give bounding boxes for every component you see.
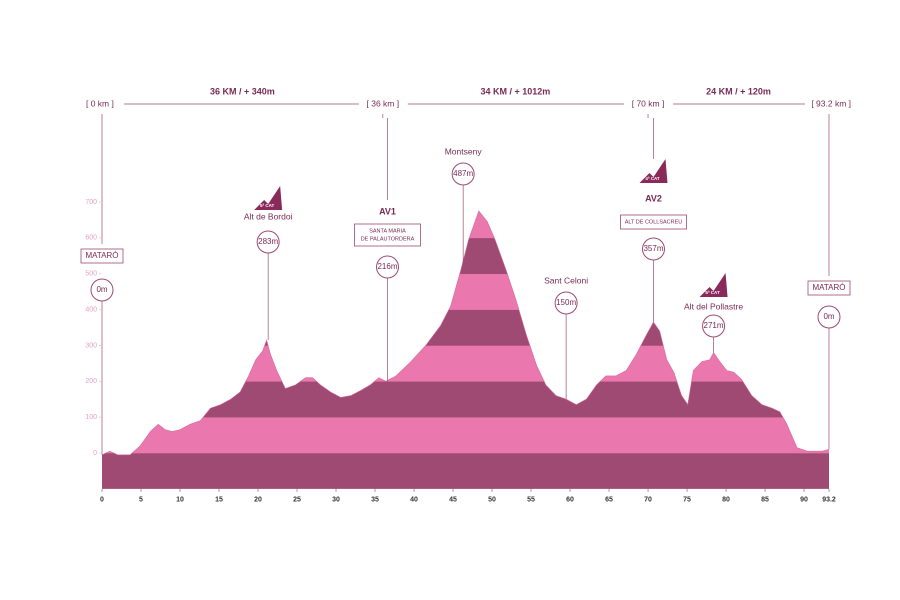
x-tick-label: 60 [566, 497, 574, 504]
elevation-circle [256, 230, 280, 254]
y-tick-label: 100 [85, 414, 97, 421]
x-tick-label: 85 [761, 497, 769, 504]
elevation-circle [641, 237, 665, 261]
category-icon [254, 186, 283, 210]
poi-name: Alt del Pollastre [684, 301, 743, 311]
category-label: 5ª CAT [260, 203, 275, 208]
poi-box-text: ALT DE COLLSACREU [625, 219, 683, 225]
poi-box-text: SANTA MARIA [369, 228, 406, 234]
poi-box [80, 248, 124, 264]
poi-box-text: MATARÓ [812, 283, 845, 292]
x-tick-label: 50 [488, 497, 496, 504]
poi-name: Alt de Bordoi [244, 211, 293, 221]
elevation-circle [90, 278, 114, 302]
km-marker-label: [ 36 km ] [367, 98, 400, 108]
x-tick-label: 30 [332, 497, 340, 504]
x-tick-label: 93.2 [822, 497, 836, 504]
poi-box-text: MATARÓ [85, 251, 118, 260]
x-tick-label: 35 [371, 497, 379, 504]
poi-box-text: DE PALAUTORDERA [361, 236, 415, 242]
poi-box [354, 223, 421, 247]
y-tick-label: 200 [85, 378, 97, 385]
x-tick-label: 10 [176, 497, 184, 504]
x-tick-label: 25 [293, 497, 301, 504]
elevation-band [102, 417, 829, 454]
bands [102, 211, 829, 489]
x-tick-label: 5 [139, 497, 143, 504]
x-tick-label: 80 [722, 497, 730, 504]
y-tick-label: 500 [85, 271, 97, 278]
elevation-band [102, 453, 829, 489]
category-icon [639, 159, 668, 183]
x-tick-label: 45 [449, 497, 457, 504]
elevation-label: 487m [453, 169, 473, 178]
elevation-label: 150m [556, 298, 576, 307]
x-tick-label: 75 [683, 497, 691, 504]
y-tick-label: 600 [85, 235, 97, 242]
elevation-label: 0m [96, 285, 107, 294]
poi-name: Montseny [445, 146, 483, 156]
x-tick-label: 70 [644, 497, 652, 504]
elevation-band [102, 211, 829, 239]
x-tick-label: 55 [527, 497, 535, 504]
elevation-circle [451, 162, 475, 186]
y-tick-label: 700 [85, 199, 97, 206]
poi-name: Sant Celoni [544, 275, 588, 285]
x-tick-label: 15 [215, 497, 223, 504]
x-tick-label: 0 [100, 497, 104, 504]
elevation-circle [375, 255, 399, 279]
poi-box [807, 280, 851, 296]
x-tick-label: 40 [410, 497, 418, 504]
y-tick-label: 300 [85, 342, 97, 349]
elevation-circle [702, 314, 726, 338]
stage-label: 34 KM / + 1012m [481, 86, 551, 96]
y-tick-label: 0 [93, 450, 97, 457]
elevation-label: 271m [704, 321, 724, 330]
elevation-label: 283m [258, 237, 278, 246]
elevation-band [102, 381, 829, 418]
poi-box [620, 214, 687, 230]
category-label: 4ª CAT [645, 176, 660, 181]
elevation-circle [817, 305, 841, 329]
x-tick-label: 90 [800, 497, 808, 504]
km-marker-label: [ 0 km ] [86, 98, 114, 108]
stage-label: 36 KM / + 340m [210, 86, 275, 96]
elevation-circle [554, 291, 578, 315]
elevation-label: 357m [643, 244, 663, 253]
x-tick-label: 65 [605, 497, 613, 504]
y-tick-label: 400 [85, 306, 97, 313]
profile-line [101, 210, 830, 456]
km-marker-label: [ 93.2 km ] [811, 98, 851, 108]
poi-tag: AV2 [645, 193, 662, 203]
category-label: 5ª CAT [705, 290, 720, 295]
stage-label: 24 KM / + 120m [706, 86, 771, 96]
elevation-label: 0m [823, 312, 834, 321]
elevation-band [102, 237, 829, 275]
km-marker-label: [ 70 km ] [632, 98, 665, 108]
category-icon [699, 273, 728, 297]
x-tick-label: 20 [254, 497, 262, 504]
elevation-label: 216m [377, 262, 397, 271]
poi-tag: AV1 [379, 206, 396, 216]
